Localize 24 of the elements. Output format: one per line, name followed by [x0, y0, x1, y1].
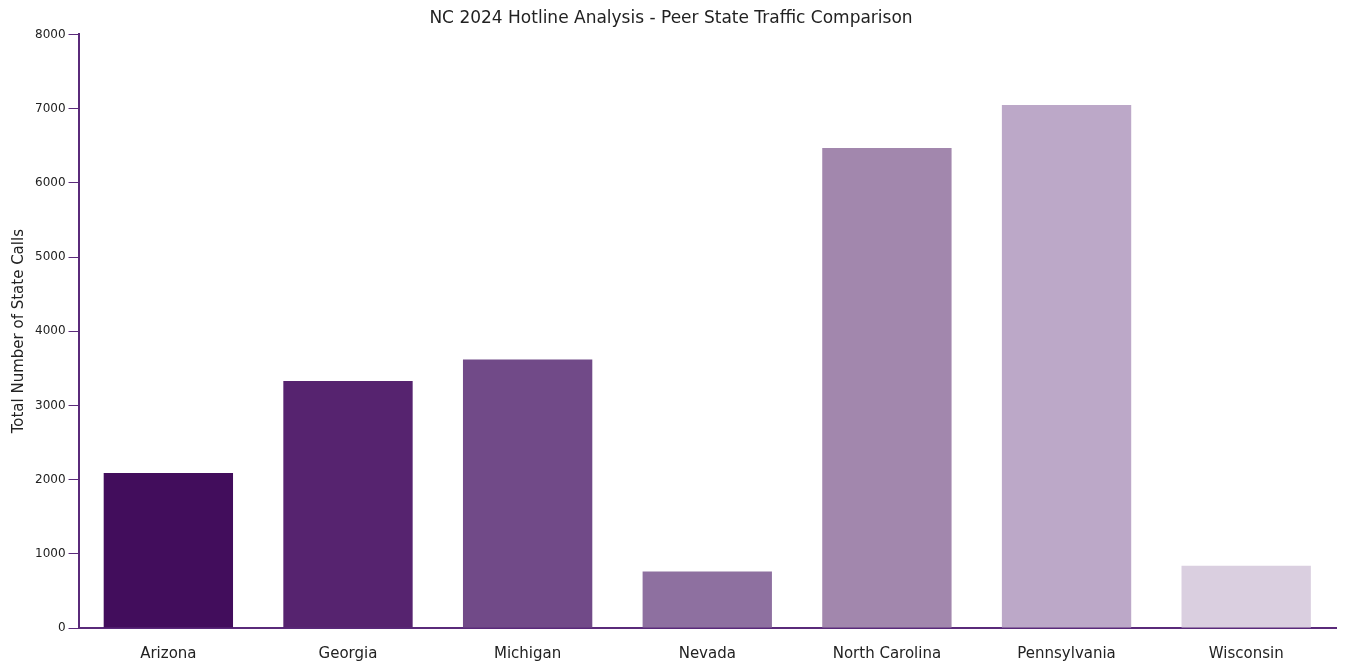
y-tick-label: 6000 — [34, 174, 66, 189]
bar — [1001, 104, 1132, 628]
bar — [462, 359, 593, 628]
x-tick-label: Pennsylvania — [1017, 643, 1116, 662]
y-axis-title: Total Number of State Calls — [8, 228, 27, 435]
y-tick-label: 1000 — [34, 545, 66, 560]
x-tick-label: Michigan — [494, 643, 562, 662]
y-tick-label: 2000 — [34, 471, 66, 486]
x-tick-label: North Carolina — [832, 643, 942, 662]
x-tick-label: Georgia — [318, 643, 378, 662]
chart-title: NC 2024 Hotline Analysis - Peer State Traffic Comparison — [429, 6, 913, 27]
x-tick-label: Arizona — [140, 643, 197, 662]
y-tick-label: 4000 — [34, 323, 66, 338]
bar — [1181, 565, 1311, 628]
y-tick-label: 0 — [57, 620, 66, 635]
y-tick-label: 8000 — [34, 26, 66, 41]
bar — [642, 571, 772, 628]
y-tick-label: 3000 — [34, 397, 66, 412]
x-tick-label: Wisconsin — [1208, 643, 1284, 662]
y-tick-label: 5000 — [34, 249, 66, 264]
x-tick-label: Nevada — [678, 643, 736, 662]
bar — [103, 472, 234, 628]
bar — [822, 147, 952, 628]
y-tick-label: 7000 — [34, 100, 66, 115]
